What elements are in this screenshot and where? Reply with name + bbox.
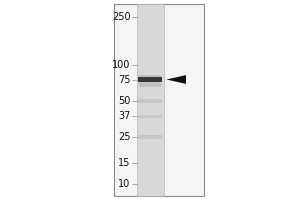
Text: 25: 25 (118, 132, 130, 142)
Bar (138, 115, 162, 118)
Polygon shape (167, 75, 186, 84)
Bar (136, 4, 164, 196)
Bar (114, 4, 204, 196)
Bar (138, 99, 162, 103)
Text: 50: 50 (118, 96, 130, 106)
Bar (138, 77, 162, 82)
Text: 10: 10 (118, 179, 130, 189)
Text: 250: 250 (112, 12, 130, 22)
Text: 75: 75 (118, 75, 130, 85)
Text: 37: 37 (118, 111, 130, 121)
Text: 100: 100 (112, 60, 130, 70)
Bar (139, 75, 161, 87)
Text: 15: 15 (118, 158, 130, 168)
Bar (138, 135, 162, 139)
